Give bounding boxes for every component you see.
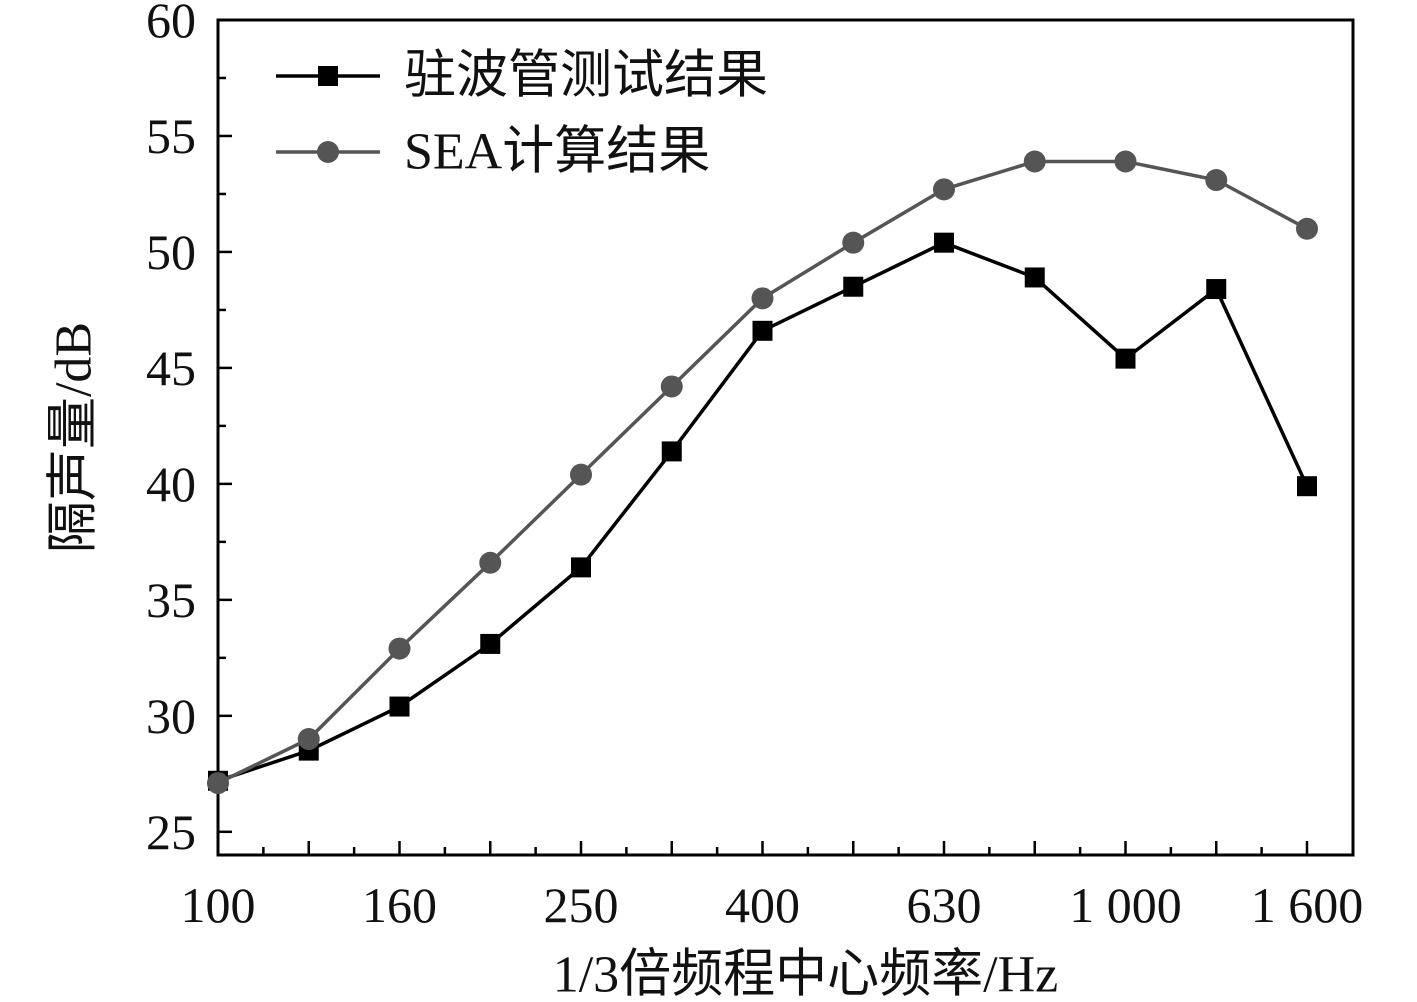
y-tick-label: 60 xyxy=(146,0,196,48)
data-series xyxy=(207,150,1318,795)
series-2-point xyxy=(479,551,502,574)
series-2-point xyxy=(1205,169,1228,192)
series-2-point xyxy=(1296,217,1318,240)
x-tick-label: 160 xyxy=(362,877,437,933)
legend-label-2: SEA计算结果 xyxy=(404,124,710,181)
legend: 驻波管测试结果 SEA计算结果 xyxy=(276,48,768,181)
series-1-point xyxy=(389,696,410,717)
y-tick-label: 25 xyxy=(146,804,196,860)
axis-labels: 1/3倍频程中心频率/Hz 隔声量/dB xyxy=(46,322,1059,1002)
x-tick-label: 100 xyxy=(181,877,256,933)
series-1-point xyxy=(752,320,773,341)
x-tick-label: 1 600 xyxy=(1251,877,1364,933)
series-line-2 xyxy=(217,159,1308,785)
x-tick-label: 1 000 xyxy=(1069,877,1182,933)
x-axis-title: 1/3倍频程中心频率/Hz xyxy=(553,947,1059,1002)
series-2-point xyxy=(1023,150,1046,173)
legend-label-1: 驻波管测试结果 xyxy=(404,48,768,105)
legend-marker-2 xyxy=(317,141,339,163)
y-tick-label: 30 xyxy=(146,688,196,744)
series-2-point xyxy=(297,728,320,751)
y-tick-label: 35 xyxy=(146,572,196,628)
y-axis-title: 隔声量/dB xyxy=(46,322,103,553)
x-tick-label: 250 xyxy=(544,877,619,933)
series-2-point xyxy=(388,637,411,660)
plot-area xyxy=(216,18,1355,857)
y-tick-label: 55 xyxy=(146,108,196,164)
y-tick-label: 45 xyxy=(146,340,196,396)
series-1-point xyxy=(843,276,864,297)
series-2-point xyxy=(751,287,774,310)
x-tick-label: 400 xyxy=(725,877,800,933)
series-2-point xyxy=(933,178,955,201)
series-2-point xyxy=(660,375,683,398)
series-2-point xyxy=(570,463,592,486)
series-1-point xyxy=(1206,279,1227,300)
legend-marker-1 xyxy=(318,66,338,86)
series-1-point xyxy=(571,557,591,578)
series-1-point xyxy=(1024,267,1045,288)
series-1-point xyxy=(480,633,501,654)
series-1-point xyxy=(1115,348,1136,369)
y-tick-label: 50 xyxy=(146,224,196,280)
series-1-point xyxy=(661,441,682,462)
series-1-point xyxy=(934,232,954,253)
series-2-point xyxy=(1114,150,1137,173)
series-1-point xyxy=(1297,476,1317,497)
series-2-point xyxy=(207,772,229,795)
axis-ticks: 25 30 35 40 45 50 55 60 100 160 250 400 630 1 000 1 60… xyxy=(146,0,1363,933)
plot-frame xyxy=(216,18,1355,857)
series-2-point xyxy=(842,231,865,254)
x-tick-label: 630 xyxy=(907,877,982,933)
y-tick-label: 40 xyxy=(146,456,196,512)
